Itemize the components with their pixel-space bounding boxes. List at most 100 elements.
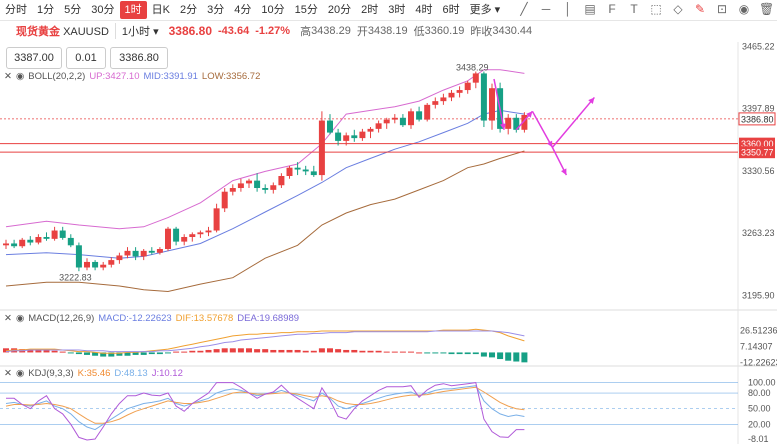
timeframe-tab[interactable]: 2时: [361, 4, 379, 16]
macd-histogram-bar: [505, 352, 512, 361]
visibility-icon[interactable]: ◉: [738, 2, 750, 16]
candle-body: [189, 234, 196, 237]
eye-icon[interactable]: ◉: [15, 71, 25, 82]
timeframe-tab[interactable]: 3分: [207, 4, 225, 16]
layer-icon[interactable]: ◇: [673, 2, 683, 16]
delete-icon[interactable]: 🗑: [759, 2, 775, 16]
candle-body: [108, 260, 115, 265]
trendline-icon[interactable]: ╱: [520, 2, 528, 16]
timeframe-tab[interactable]: 4时: [415, 4, 433, 16]
macd-histogram-bar: [270, 349, 277, 353]
edit-icon[interactable]: ✎: [694, 2, 706, 16]
prev-close-value: 3430.44: [492, 25, 533, 37]
boll-low-label: LOW:3356.72: [201, 71, 261, 82]
collapse-icon[interactable]: ✕: [4, 313, 12, 324]
interval-select[interactable]: 1小时 ▾: [114, 23, 159, 39]
macd-histogram-bar: [124, 352, 131, 356]
timeframe-tab[interactable]: 15分: [294, 4, 318, 16]
price-level-label: 3360.00: [741, 139, 774, 149]
more-timeframes-button[interactable]: 更多 ▾: [469, 4, 501, 16]
candle-body: [399, 117, 406, 126]
timeframe-tab[interactable]: 6时: [442, 4, 460, 16]
timeframe-tab[interactable]: 1分: [37, 4, 55, 16]
timeframe-tab[interactable]: 5分: [64, 4, 82, 16]
candle-body: [335, 132, 342, 141]
candle-body: [221, 191, 228, 209]
candle-body: [59, 230, 66, 238]
boll-upper-line: [5, 69, 525, 230]
candle-body: [84, 261, 90, 268]
macd-histogram-bar: [237, 348, 244, 353]
buy-price-button[interactable]: 3386.80: [110, 47, 168, 69]
boll-name: BOLL(20,2,2): [28, 71, 86, 82]
candle-body: [456, 90, 463, 93]
kdj-j-line: [6, 382, 525, 441]
timeframe-tab[interactable]: 3时: [388, 4, 406, 16]
candle-body: [140, 250, 147, 257]
candle-body: [173, 228, 180, 242]
open-label: 开: [356, 26, 368, 38]
candle-body: [124, 250, 131, 256]
lock-icon[interactable]: ⊡: [716, 2, 728, 16]
macd-histogram-bar: [11, 348, 18, 353]
y-tick-label: 3263.23: [742, 228, 775, 238]
macd-histogram-bar: [335, 349, 342, 353]
candle-body: [67, 237, 74, 246]
candle-body: [383, 119, 390, 124]
sell-price-button[interactable]: 3387.00: [6, 47, 62, 69]
eye-icon[interactable]: ◉: [15, 313, 25, 324]
eye-icon[interactable]: ◉: [15, 368, 25, 379]
timeframe-tab[interactable]: 分时: [5, 4, 27, 16]
macd-histogram-bar: [359, 350, 366, 353]
macd-histogram-bar: [351, 349, 358, 353]
price-change-pct: -1.27%: [255, 25, 291, 37]
candle-body: [197, 232, 204, 235]
macd-histogram-bar: [100, 352, 107, 357]
horizontal-line-icon[interactable]: ─: [541, 2, 551, 16]
price-annotation: 3222.83: [59, 272, 92, 282]
macd-histogram-bar: [140, 352, 147, 355]
macd-histogram-bar: [278, 349, 285, 353]
text-tool-icon[interactable]: T: [630, 2, 638, 16]
timeframe-tab[interactable]: 20分: [327, 4, 352, 16]
quantity-input[interactable]: 0.01: [66, 47, 106, 69]
y-tick-label: 3195.90: [742, 290, 775, 300]
timeframe-toolbar: 分时 1分 5分 30分 1时 日K 2分 3分 4分 10分 15分 20分 2时 3时 4时 6时 更多 ▾: [0, 0, 777, 21]
channel-icon[interactable]: ▤: [584, 2, 596, 16]
symbol-label[interactable]: 现货黄金 XAUUSD: [16, 26, 109, 38]
measure-icon[interactable]: ⬚: [650, 2, 662, 16]
macd-y-tick: -12.22623: [740, 358, 777, 368]
vertical-line-icon[interactable]: │: [564, 2, 572, 16]
candle-body: [254, 180, 261, 189]
fibonacci-icon[interactable]: F: [608, 2, 616, 16]
macd-histogram-bar: [302, 350, 309, 353]
candle-body: [165, 228, 171, 250]
timeframe-tab[interactable]: 2分: [179, 4, 198, 16]
candle-body: [205, 230, 212, 233]
macd-histogram-bar: [497, 352, 504, 360]
timeframe-tab[interactable]: 10分: [261, 4, 285, 16]
macd-histogram-bar: [489, 352, 495, 358]
candle-body: [408, 111, 414, 126]
candle-body: [448, 92, 455, 98]
timeframe-tab[interactable]: 日K: [151, 4, 170, 16]
price-level-tag: [739, 146, 775, 159]
timeframe-tab[interactable]: 4分: [234, 4, 252, 16]
timeframe-tab[interactable]: 1时: [119, 1, 147, 19]
macd-histogram-bar: [27, 349, 34, 353]
kdj-k-label: K:35.46: [77, 368, 111, 379]
timeframe-tab[interactable]: 30分: [91, 4, 115, 16]
current-price-label: 3386.80: [741, 114, 774, 124]
y-tick-label: 3397.89: [742, 104, 775, 114]
macd-histogram-bar: [416, 352, 423, 354]
candle-body: [237, 183, 244, 189]
forecast-arrow: [531, 110, 554, 148]
collapse-icon[interactable]: ✕: [4, 368, 12, 379]
macd-histogram-bar: [294, 349, 301, 353]
collapse-icon[interactable]: ✕: [4, 71, 12, 82]
y-tick-label: 3465.22: [742, 41, 775, 51]
macd-histogram-bar: [343, 349, 350, 353]
forecast-arrow: [551, 147, 568, 176]
macd-histogram-bar: [408, 351, 414, 353]
macd-histogram-bar: [67, 352, 74, 354]
